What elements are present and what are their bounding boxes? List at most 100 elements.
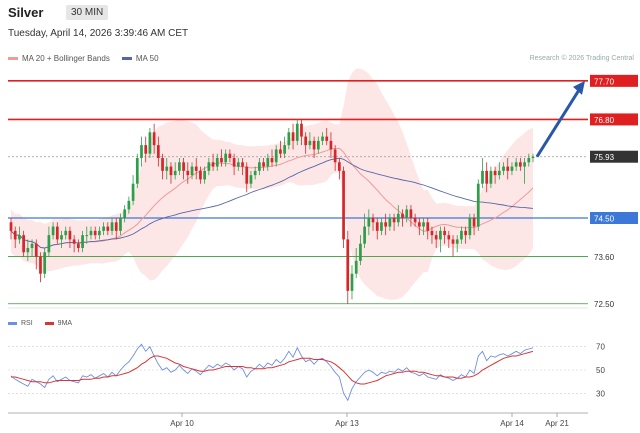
candle-body [359, 243, 362, 261]
x-tick-label-3: Apr 21 [545, 419, 569, 428]
candle-body [76, 243, 80, 248]
rsi-tick-label-30: 30 [596, 389, 605, 398]
legend-ma50-label: MA 50 [135, 54, 159, 63]
candle-body [64, 230, 68, 236]
candle-body [481, 170, 484, 184]
level-tag-0 [590, 74, 638, 87]
candle-body [333, 149, 337, 163]
legend-swatch-rsi [8, 322, 17, 325]
datetime-label: Tuesday, April 14, 2026 3:39:46 AM CET [8, 28, 189, 39]
candle-body [514, 162, 518, 167]
candle-body [342, 170, 345, 240]
candle-body [55, 226, 59, 240]
candle-body [161, 158, 164, 171]
candle-body [287, 132, 291, 146]
candle-body [493, 170, 497, 176]
bollinger-band [11, 68, 533, 300]
candle-body [430, 230, 434, 236]
level-label-1: 76.80 [594, 116, 615, 125]
legend-swatch-ma20 [8, 57, 18, 60]
level-label-4: 73.60 [594, 253, 615, 262]
candle-body [502, 166, 505, 171]
rsi-tick-label-50: 50 [596, 366, 605, 375]
legend-swatch-ma50 [121, 57, 132, 60]
candle-body [26, 248, 30, 253]
candle-body [283, 145, 286, 154]
candle-body [207, 162, 211, 171]
candle-body [350, 273, 354, 291]
candle-body [9, 222, 13, 231]
candle-body [354, 260, 358, 274]
candle-body [392, 218, 396, 223]
candle-body [363, 226, 366, 244]
watermark: Research © 2026 Trading Central [529, 55, 634, 62]
x-tick-label-2: Apr 14 [500, 419, 524, 428]
candle-body [236, 162, 240, 167]
candle-body [215, 158, 219, 167]
level-label-5: 72.50 [594, 300, 615, 309]
candle-body [148, 132, 152, 154]
candle-body [165, 166, 169, 171]
candle-body [304, 136, 308, 146]
level-label-3: 74.50 [594, 215, 615, 224]
candle-body [274, 149, 278, 163]
legend-rsi-ma: 9MA [44, 320, 72, 327]
candle-body [262, 162, 265, 167]
candle-body [43, 252, 47, 274]
level-tag-3 [590, 212, 638, 224]
candle-body [39, 256, 42, 274]
candle-body [220, 158, 223, 163]
candle-body [346, 239, 350, 291]
candle-body [245, 166, 249, 184]
candle-body [325, 136, 329, 141]
candle-body [199, 170, 202, 180]
candle-body [422, 222, 425, 227]
candle-body [489, 170, 493, 184]
candle-body [144, 145, 148, 154]
candle-body [270, 158, 274, 163]
candle-body [371, 218, 375, 223]
level-tag-2 [590, 150, 638, 163]
candle-body [68, 230, 72, 240]
candle-body [51, 226, 55, 236]
candle-body [531, 156, 535, 158]
candle-body [178, 162, 181, 171]
level-label-0: 77.70 [594, 77, 615, 86]
candle-body [22, 235, 25, 253]
candle-body [405, 209, 409, 218]
timeframe-badge[interactable]: 30 MIN [66, 5, 109, 20]
candle-body [472, 218, 476, 227]
candle-body [232, 158, 236, 167]
candle-body [258, 162, 261, 171]
candle-body [173, 170, 177, 176]
candle-body [241, 162, 244, 167]
candle-body [13, 230, 17, 240]
candle-body [266, 158, 270, 167]
candle-body [34, 243, 38, 257]
candle-body [106, 226, 110, 231]
candle-body [190, 166, 194, 176]
candle-body [249, 175, 253, 184]
x-tick-label-0: Apr 10 [170, 419, 194, 428]
candle-body [60, 235, 63, 240]
candle-body [312, 140, 316, 150]
rsi-ma-line [11, 350, 534, 385]
legend-rsi: RSI [8, 320, 33, 327]
candle-body [329, 140, 333, 150]
rsi-line [10, 343, 534, 402]
candle-body [182, 162, 185, 171]
candle-body [434, 235, 438, 240]
candle-body [468, 218, 472, 236]
candle-body [18, 235, 21, 240]
candle-body [388, 218, 392, 227]
candle-body [203, 170, 207, 180]
candle-body [253, 170, 257, 176]
candle-body [224, 153, 228, 163]
candle-body [316, 140, 320, 150]
level-label-2: 75.93 [594, 153, 615, 162]
candle-body [417, 222, 421, 227]
candle-body [93, 230, 97, 236]
level-tag-1 [590, 113, 638, 126]
legend-ma50: MA 50 [121, 54, 159, 63]
